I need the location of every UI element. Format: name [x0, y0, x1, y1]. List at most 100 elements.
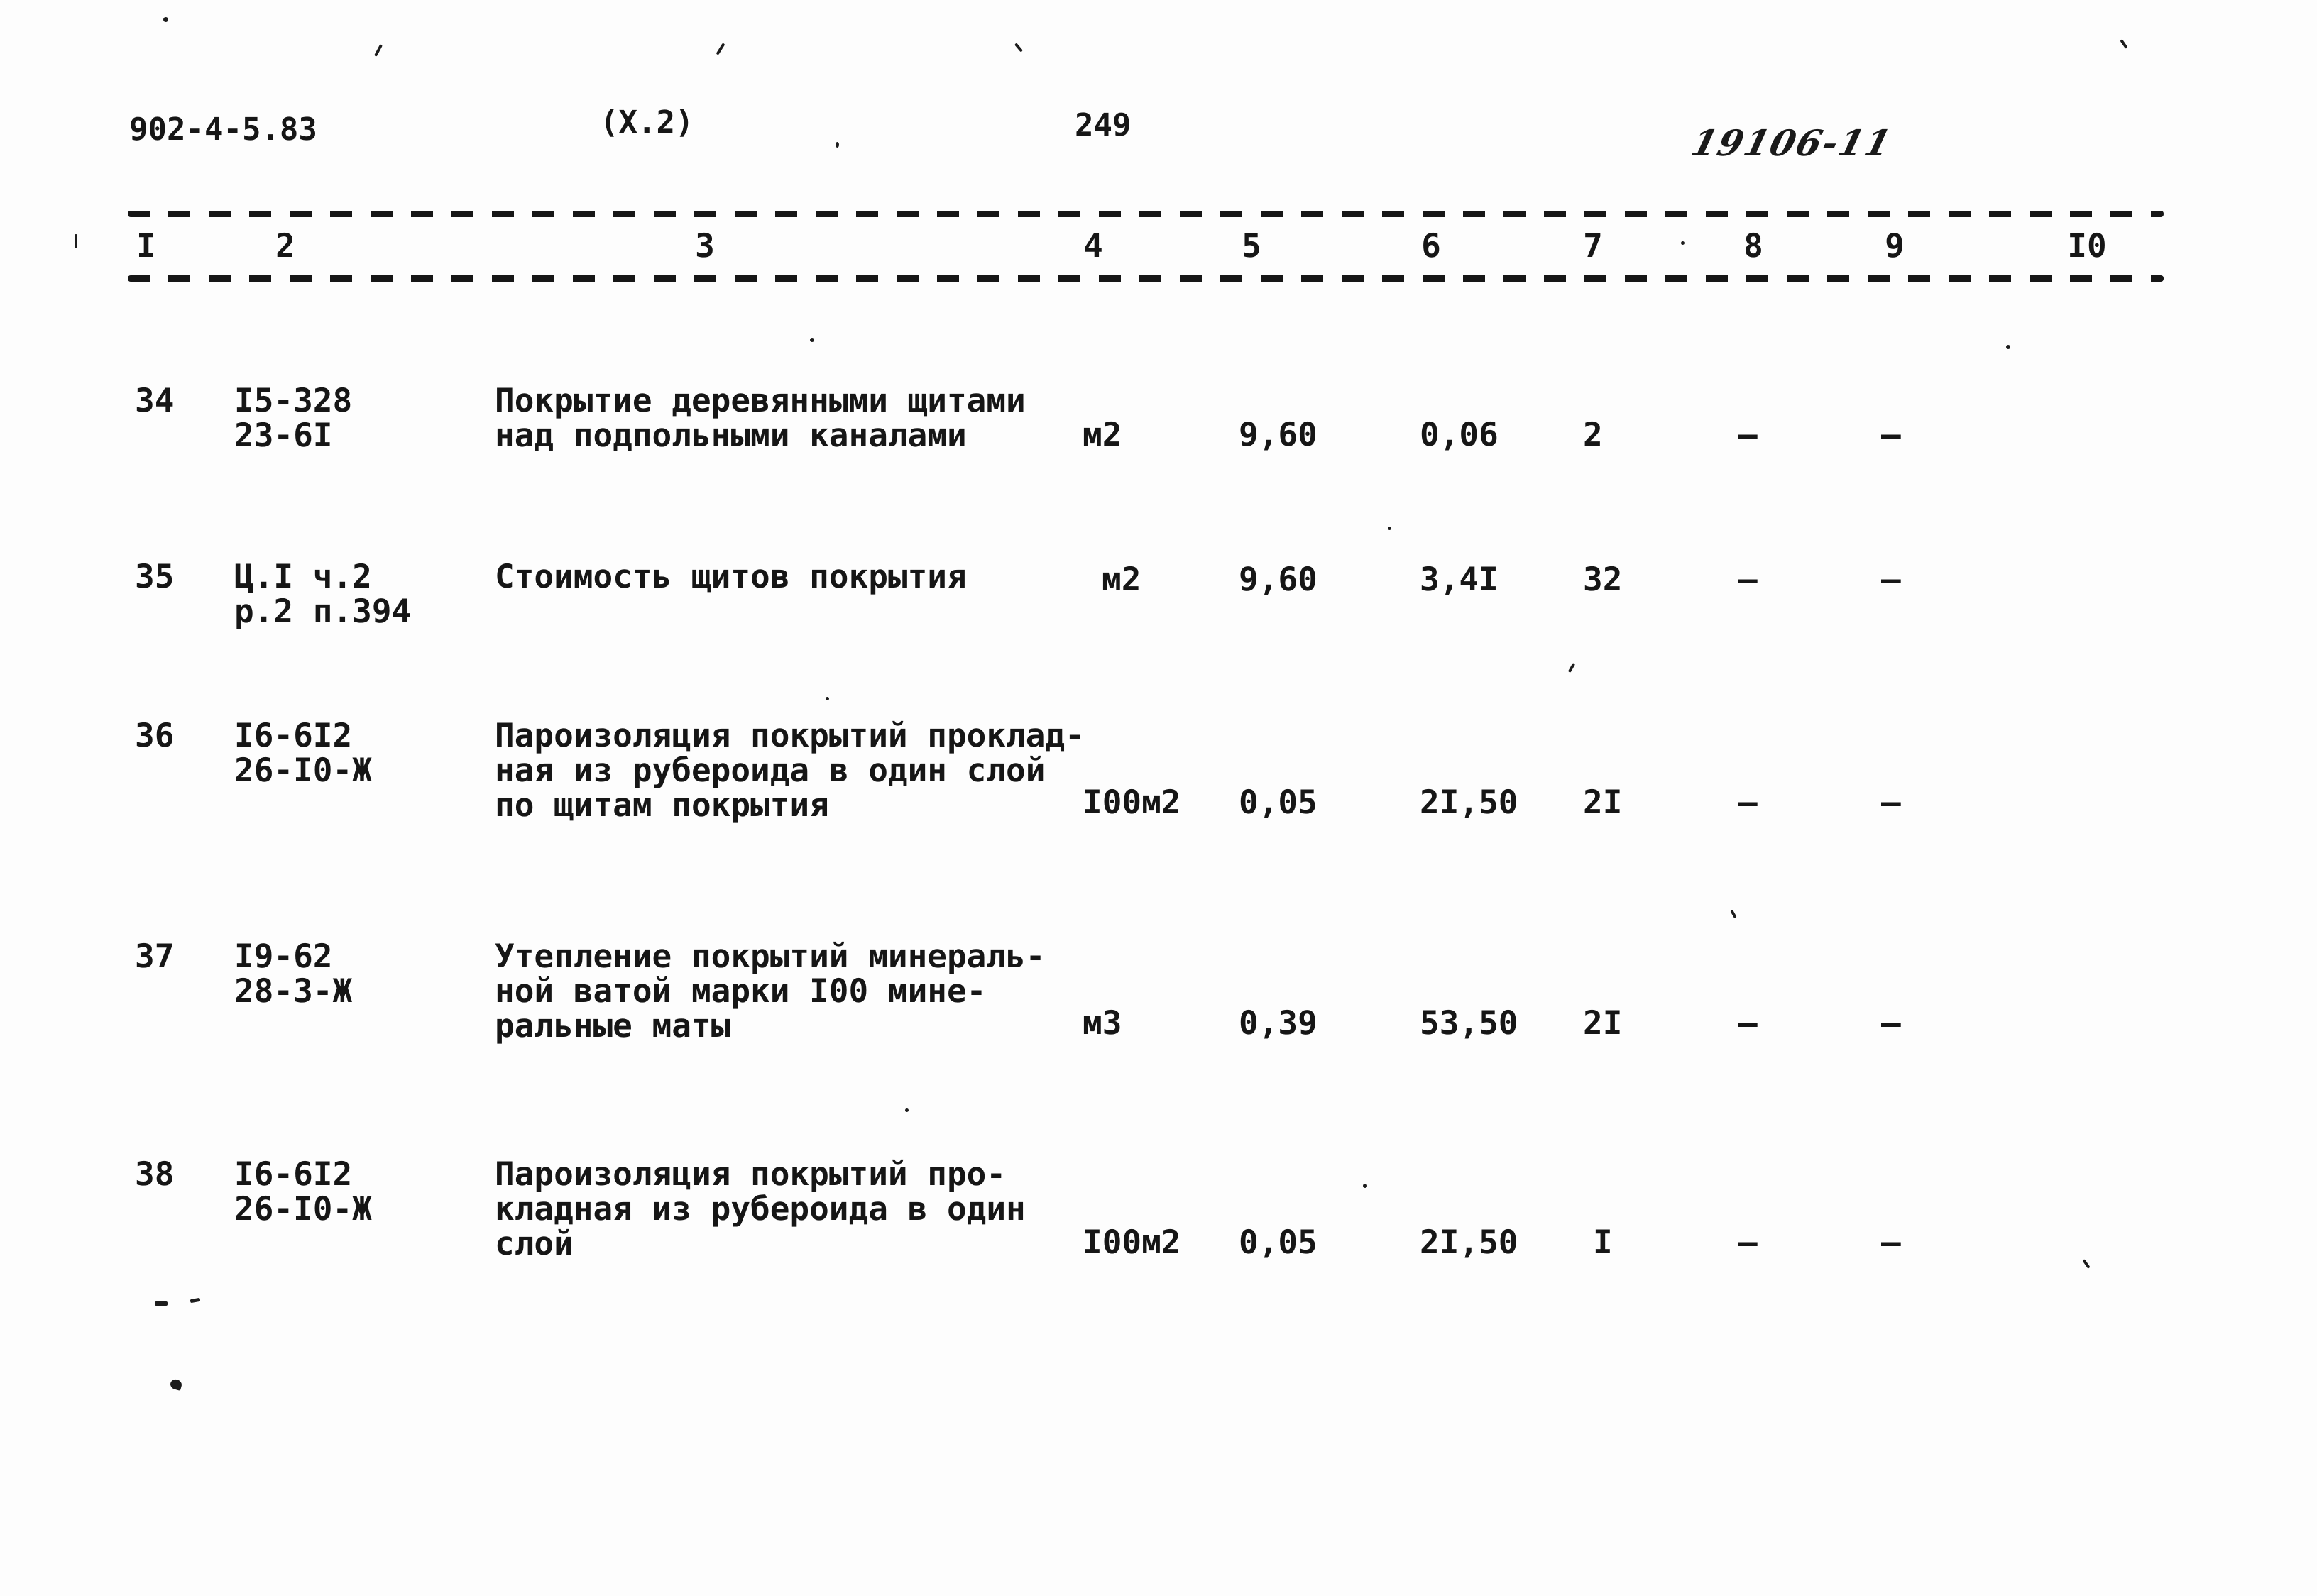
desc-line-3: по щитам покрытия — [495, 786, 829, 824]
code-line-2: 23-6I — [234, 416, 333, 454]
code-line-2: р.2 п.394 — [234, 592, 412, 630]
scan-speck — [190, 1297, 201, 1304]
row-code: I5-328 23-6I — [234, 383, 352, 453]
code-line-1: I9-62 — [234, 937, 333, 975]
row-number: 38 — [135, 1155, 175, 1193]
code-line-2: 26-I0-Ж — [234, 751, 372, 789]
scan-speck — [810, 338, 814, 342]
scan-speck — [374, 44, 383, 57]
row-col8-dash: — — [1738, 1223, 1758, 1261]
row-col9-dash: — — [1881, 1003, 1901, 1042]
page-number: 249 — [1075, 107, 1132, 143]
column-number-4: 4 — [1083, 226, 1103, 265]
row-unit: I00м2 — [1083, 783, 1181, 821]
scan-speck — [1363, 1184, 1367, 1188]
row-description: Пароизоляция покрытий проклад-ная из руб… — [495, 718, 1085, 822]
desc-line-1: Пароизоляция покрытий проклад- — [495, 716, 1085, 754]
row-unit: м3 — [1083, 1003, 1122, 1042]
column-number-1: I — [136, 226, 156, 265]
row-number: 36 — [135, 716, 175, 754]
scan-speck — [155, 1301, 168, 1306]
row-code: I6-6I2 26-I0-Ж — [234, 718, 372, 788]
desc-line-3: слой — [495, 1224, 574, 1262]
row-col9-dash: — — [1881, 783, 1901, 821]
row-col6: 53,50 — [1420, 1003, 1518, 1042]
doc-code: 902-4-5.83 — [129, 111, 317, 148]
row-code: I9-62 28-3-Ж — [234, 939, 352, 1008]
desc-line-2: кладная из рубероида в один — [495, 1189, 1026, 1228]
row-number: 34 — [135, 381, 175, 419]
scan-speck — [2006, 345, 2010, 349]
row-col7: 2 — [1583, 415, 1603, 453]
desc-line-2: ной ватой марки I00 мине- — [495, 972, 987, 1010]
row-col7: 2I — [1583, 1003, 1623, 1042]
row-col8-dash: — — [1738, 560, 1758, 598]
row-col9-dash: — — [1881, 415, 1901, 453]
scan-speck — [75, 234, 77, 248]
row-col9-dash: — — [1881, 560, 1901, 598]
row-col6: 2I,50 — [1420, 1223, 1518, 1261]
row-col7: 32 — [1583, 560, 1623, 598]
scan-speck — [169, 1378, 183, 1391]
handwritten-ref: 19106-11 — [1687, 122, 1897, 164]
desc-line-2: ная из рубероида в один слой — [495, 751, 1046, 789]
row-col5: 9,60 — [1239, 415, 1318, 453]
row-col5: 0,05 — [1239, 783, 1318, 821]
section-ref: (X.2) — [600, 104, 694, 141]
scan-speck — [1388, 527, 1391, 530]
row-col6: 0,06 — [1420, 415, 1499, 453]
row-description: Утепление покрытий минераль-ной ватой ма… — [495, 939, 1045, 1043]
scan-speck — [905, 1108, 909, 1112]
row-col6: 3,4I — [1420, 560, 1499, 598]
row-unit: I00м2 — [1083, 1223, 1181, 1261]
code-line-1: Ц.I ч.2 — [234, 557, 372, 595]
row-col8-dash: — — [1738, 1003, 1758, 1042]
row-description: Стоимость щитов покрытия — [495, 559, 967, 594]
desc-line-1: Утепление покрытий минераль- — [495, 937, 1046, 975]
table-header-top-rule — [128, 211, 2164, 217]
row-unit: м2 — [1083, 415, 1122, 453]
row-col5: 9,60 — [1239, 560, 1318, 598]
scan-speck — [1730, 909, 1737, 919]
column-number-7: 7 — [1583, 226, 1603, 265]
row-col9-dash: — — [1881, 1223, 1901, 1261]
row-col5: 0,05 — [1239, 1223, 1318, 1261]
scan-speck — [1567, 662, 1576, 673]
scan-speck — [163, 17, 168, 22]
code-line-1: I6-6I2 — [234, 716, 353, 754]
row-col6: 2I,50 — [1420, 783, 1518, 821]
row-col8-dash: — — [1738, 783, 1758, 821]
row-col7: 2I — [1583, 783, 1623, 821]
row-description: Пароизоляция покрытий про-кладная из руб… — [495, 1157, 1026, 1261]
row-code: Ц.I ч.2 р.2 п.394 — [234, 559, 411, 629]
row-unit: м2 — [1102, 560, 1141, 598]
scan-speck — [1681, 241, 1685, 245]
code-line-2: 28-3-Ж — [234, 972, 353, 1010]
column-number-2: 2 — [275, 226, 295, 265]
column-number-9: 9 — [1885, 226, 1905, 265]
desc-line-2: над подпольными каналами — [495, 416, 967, 454]
row-col5: 0,39 — [1239, 1003, 1318, 1042]
row-col7: I — [1593, 1223, 1613, 1261]
code-line-1: I6-6I2 — [234, 1155, 353, 1193]
row-number: 37 — [135, 937, 175, 975]
column-number-8: 8 — [1743, 226, 1763, 265]
desc-line-1: Пароизоляция покрытий про- — [495, 1155, 1007, 1193]
row-number: 35 — [135, 557, 175, 595]
desc-line-1: Стоимость щитов покрытия — [495, 557, 967, 595]
row-col8-dash: — — [1738, 415, 1758, 453]
column-number-3: 3 — [695, 226, 715, 265]
scan-speck — [2082, 1259, 2091, 1269]
scan-speck — [826, 697, 829, 700]
column-number-6: 6 — [1421, 226, 1441, 265]
column-number-5: 5 — [1242, 226, 1261, 265]
desc-line-1: Покрытие деревянными щитами — [495, 381, 1026, 419]
scan-speck — [1014, 43, 1024, 53]
code-line-1: I5-328 — [234, 381, 353, 419]
row-code: I6-6I2 26-I0-Ж — [234, 1157, 372, 1226]
scan-speck — [716, 43, 725, 55]
column-number-10: I0 — [2067, 226, 2107, 265]
table-header-bottom-rule — [128, 275, 2164, 282]
row-description: Покрытие деревянными щитами над подпольны… — [495, 383, 1026, 453]
